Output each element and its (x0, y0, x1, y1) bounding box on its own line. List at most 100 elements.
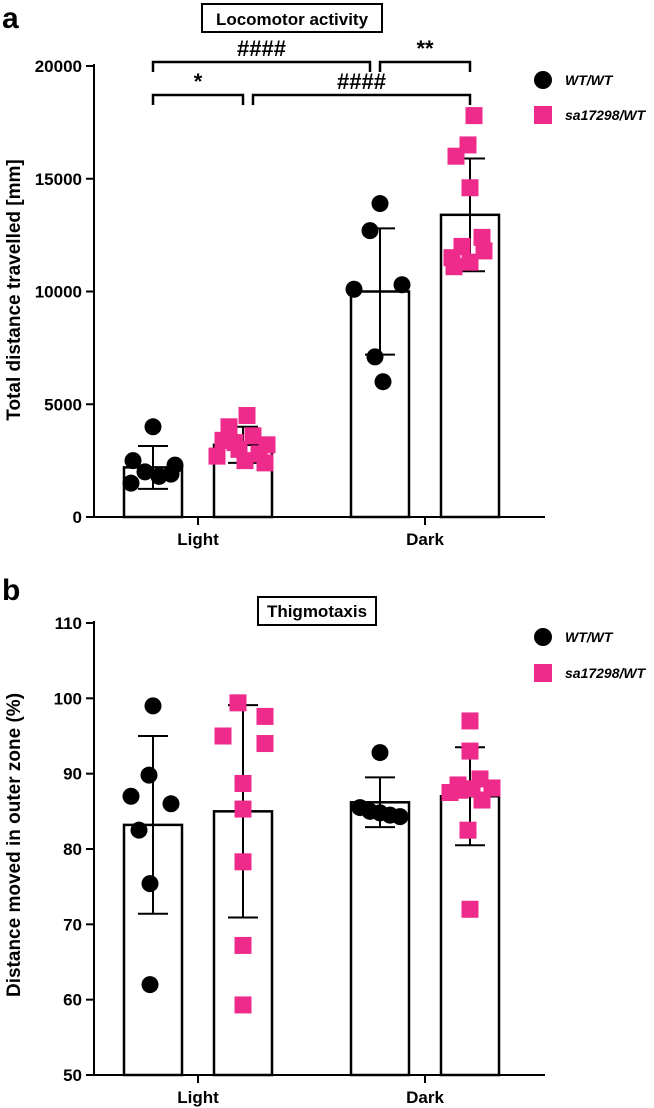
y-tick-label: 50 (63, 1066, 82, 1085)
data-point-wt (345, 280, 363, 298)
panel-b-title-box (257, 596, 377, 626)
panel-a-error-bars (138, 157, 485, 490)
data-point-wt (366, 348, 384, 366)
y-tick-label: 90 (63, 765, 82, 784)
significance-bracket (378, 60, 472, 72)
data-point-mut (461, 179, 479, 197)
y-tick-label: 60 (63, 991, 82, 1010)
panel-b-title: Thigmotaxis (267, 602, 367, 621)
data-point-wt (371, 195, 389, 213)
significance-label: #### (237, 36, 286, 61)
data-point-wt (393, 276, 411, 294)
data-point-mut (236, 452, 254, 470)
data-point-wt (371, 744, 389, 762)
panel-a-significance: #### *** #### (151, 36, 472, 105)
panel-a-title-box (201, 3, 383, 33)
data-point-wt (162, 795, 180, 813)
panel-a-points (122, 107, 493, 492)
data-point-mut (256, 735, 274, 753)
significance-label: ** (416, 36, 434, 61)
y-tick-label: 70 (63, 915, 82, 934)
data-point-mut (461, 712, 479, 730)
data-point-wt (136, 463, 154, 481)
legend-marker-mut (534, 664, 552, 682)
data-point-wt (141, 976, 159, 994)
y-tick-label: 0 (73, 508, 82, 527)
data-point-wt (130, 821, 148, 839)
panel-a-y-axis-label: Total distance travelled [mm] (4, 159, 25, 421)
legend-label: sa17298/WT (565, 665, 647, 681)
data-point-mut (244, 427, 262, 445)
data-point-mut (234, 936, 252, 954)
significance-bracket (151, 60, 372, 72)
y-tick-label: 80 (63, 840, 82, 859)
data-point-wt (124, 452, 142, 470)
data-point-mut (461, 900, 479, 918)
data-point-mut (461, 742, 479, 760)
y-tick-label: 110 (55, 614, 82, 633)
data-point-mut (234, 996, 252, 1014)
data-point-mut (475, 242, 493, 260)
data-point-mut (226, 434, 244, 452)
data-point-wt (374, 373, 392, 391)
significance-label: * (194, 69, 203, 94)
legend-label: sa17298/WT (565, 107, 647, 123)
panel-b-bars (122, 795, 501, 1077)
data-point-mut (473, 228, 491, 246)
legend-label: WT/WT (565, 72, 614, 88)
data-point-mut (214, 727, 232, 745)
data-point-wt (150, 467, 168, 485)
data-point-mut (465, 107, 483, 125)
bar-dark-wt (349, 801, 411, 1077)
y-tick-label: 20000 (35, 57, 82, 76)
panel-b-axes: 50 60 70 80 90 100 110 Light Dark (54, 614, 545, 1107)
data-point-wt (141, 875, 159, 893)
significance-bracket (151, 93, 245, 105)
panel-a-legend: WT/WT sa17298/WT (534, 71, 647, 124)
legend-marker-wt (534, 71, 552, 89)
data-point-mut (208, 447, 226, 465)
y-tick-label: 15000 (35, 170, 82, 189)
panel-b-points (122, 694, 501, 1014)
data-point-mut (238, 407, 256, 425)
panel-a-letter: a (2, 2, 19, 35)
panel-b-error-bars (138, 704, 485, 919)
y-tick-label: 100 (54, 689, 82, 708)
data-point-wt (144, 697, 162, 715)
y-tick-label: 5000 (44, 395, 82, 414)
data-point-wt (122, 787, 140, 805)
data-point-wt (391, 808, 409, 826)
panel-b-legend: WT/WT sa17298/WT (534, 628, 647, 682)
x-category-label: Light (177, 530, 219, 549)
legend-marker-mut (534, 106, 552, 124)
data-point-mut (473, 791, 491, 809)
data-point-wt (140, 766, 158, 784)
data-point-mut (234, 774, 252, 792)
data-point-mut (229, 694, 247, 712)
panel-a-title: Locomotor activity (216, 10, 369, 29)
data-point-mut (220, 418, 238, 436)
significance-label: #### (337, 69, 386, 94)
panel-b-y-axis-label: Distance moved in outer zone (%) (4, 693, 25, 997)
data-point-mut (441, 784, 459, 801)
data-point-mut (459, 821, 477, 839)
data-point-mut (256, 454, 274, 472)
legend-label: WT/WT (565, 629, 614, 645)
significance-bracket (251, 93, 472, 105)
data-point-mut (447, 147, 465, 165)
x-category-label: Light (177, 1088, 219, 1107)
x-category-label: Dark (406, 1088, 444, 1107)
data-point-mut (256, 707, 274, 725)
data-point-mut (234, 853, 252, 871)
legend-marker-wt (534, 628, 552, 646)
data-point-wt (144, 418, 162, 436)
data-point-wt (122, 474, 140, 492)
data-point-mut (445, 258, 463, 276)
panel-a-locomotor-chart: a Locomotor activity Total distance trav… (2, 2, 647, 549)
panel-b-letter: b (2, 574, 20, 607)
data-point-mut (461, 253, 479, 271)
y-tick-label: 10000 (35, 283, 82, 302)
data-point-mut (234, 800, 252, 818)
panel-b-thigmotaxis-chart: b Thigmotaxis Distance moved in outer zo… (2, 574, 647, 1107)
